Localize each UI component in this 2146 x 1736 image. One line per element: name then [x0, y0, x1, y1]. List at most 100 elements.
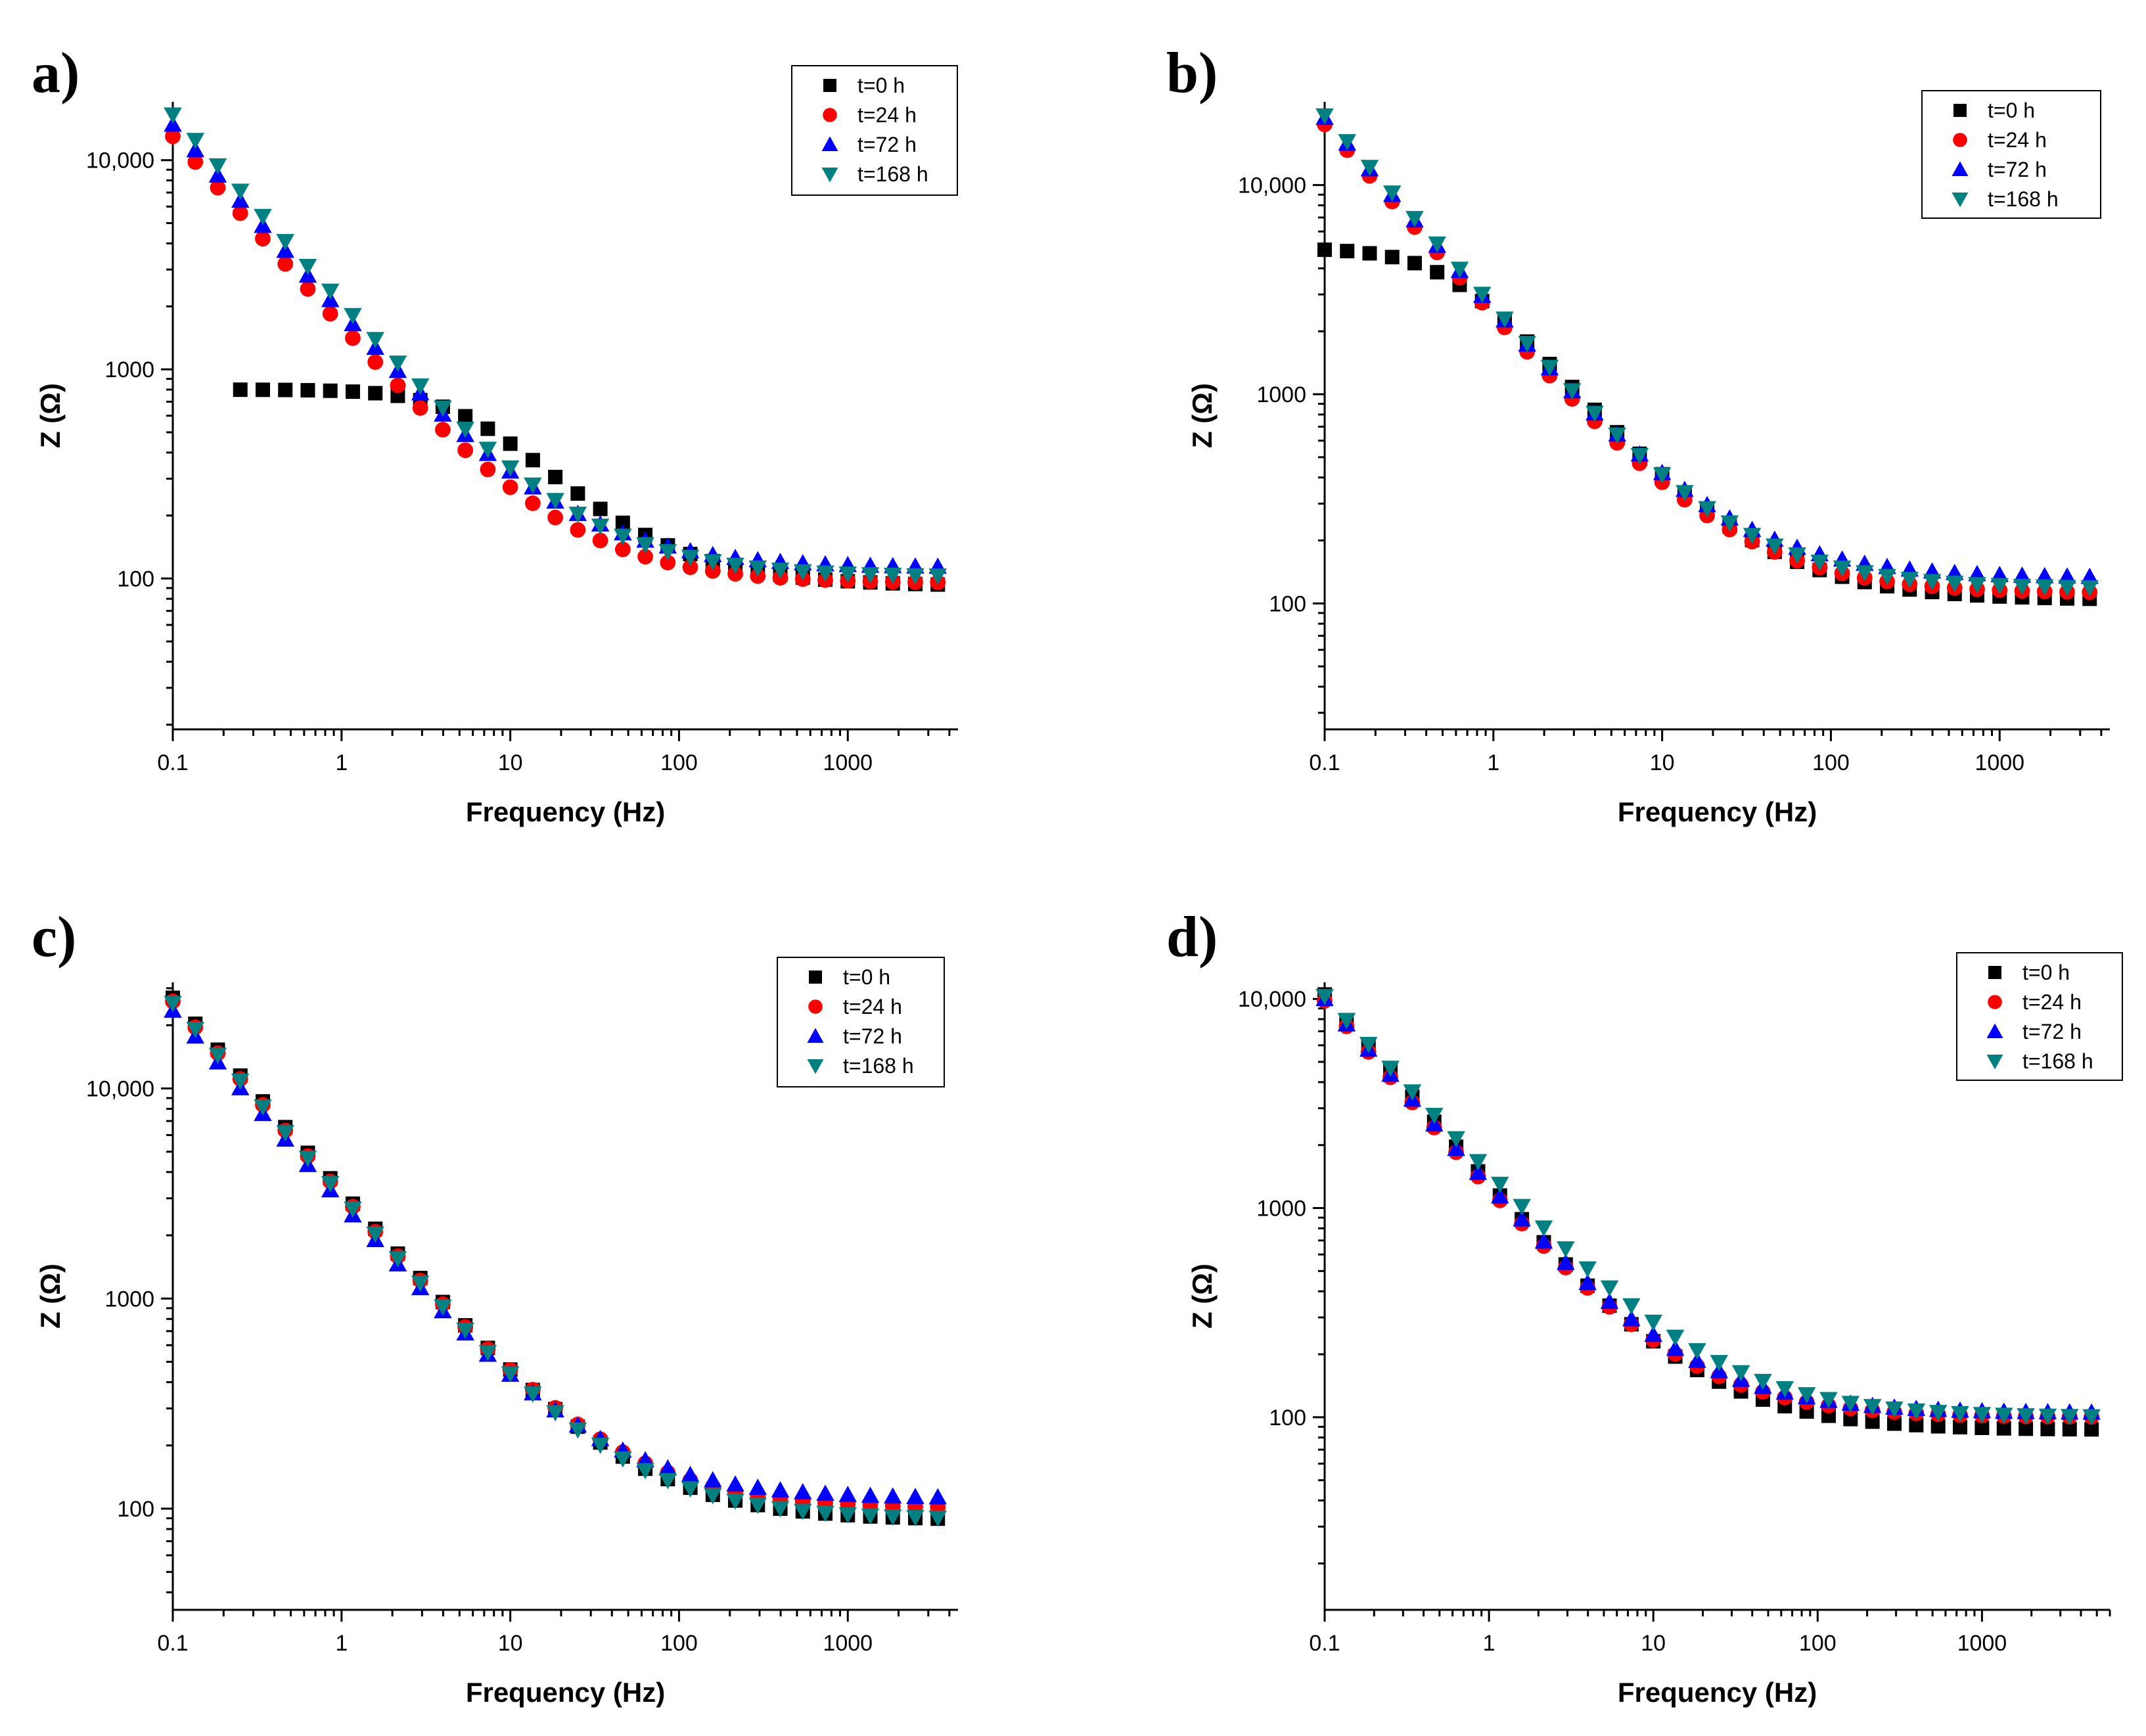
legend: t=0 h t=24 h t=72 h t=168 h	[1921, 90, 2101, 219]
y-axis-title: Z (Ω)	[1187, 383, 1218, 448]
data-point	[503, 436, 518, 451]
data-point	[1930, 1419, 1946, 1434]
y-tick-label: 100	[117, 566, 154, 591]
data-point	[1340, 244, 1355, 259]
data-point	[838, 566, 857, 583]
data-point	[660, 555, 676, 571]
data-point	[1968, 577, 1986, 594]
y-tick-label: 1000	[104, 357, 154, 382]
series-t-168-h	[1315, 108, 2099, 597]
data-point	[1315, 108, 1334, 125]
data-point	[1384, 250, 1400, 265]
data-point	[658, 1473, 677, 1490]
y-tick-label: 1000	[104, 1287, 154, 1312]
data-point	[388, 1251, 407, 1268]
data-point	[546, 1405, 564, 1422]
data-point	[883, 568, 902, 584]
data-point	[1923, 574, 1942, 591]
x-tick-label: 0.1	[1309, 1631, 1340, 1656]
data-point	[548, 470, 563, 485]
data-point	[1381, 1061, 1400, 1078]
data-point	[838, 1486, 857, 1502]
data-point	[1534, 1220, 1553, 1237]
legend-label: t=168 h	[1988, 187, 2059, 211]
data-point	[1644, 1325, 1662, 1342]
panel-letter: d)	[1166, 905, 1218, 969]
data-point	[1578, 1261, 1597, 1278]
data-point	[704, 563, 721, 579]
data-point	[501, 1366, 520, 1383]
data-point	[681, 1465, 700, 1482]
data-point	[636, 537, 654, 554]
y-axis-title: Z (Ω)	[1187, 1264, 1218, 1329]
data-point	[524, 477, 542, 494]
data-point	[637, 549, 653, 565]
data-point	[344, 308, 362, 325]
data-point	[816, 1505, 834, 1522]
data-point	[525, 453, 540, 468]
data-point	[478, 1344, 497, 1361]
data-point	[1975, 1421, 1990, 1436]
data-point	[704, 554, 722, 571]
data-point	[501, 460, 520, 477]
data-point	[928, 568, 947, 585]
data-point	[682, 559, 698, 576]
x-tick-label: 0.1	[157, 1631, 188, 1656]
data-point	[1407, 256, 1422, 271]
data-point	[1473, 286, 1492, 304]
legend-box	[1921, 90, 2101, 219]
x-tick-label: 100	[660, 750, 698, 775]
data-point	[1973, 1407, 1992, 1424]
data-point	[771, 562, 790, 579]
data-point	[1710, 1355, 1728, 1371]
data-point	[726, 1493, 744, 1510]
y-axis-title: Z (Ω)	[35, 1264, 66, 1329]
x-tick-label: 1	[1487, 750, 1499, 775]
data-point	[434, 400, 452, 417]
data-point	[456, 421, 474, 438]
data-point	[681, 549, 700, 566]
data-point	[1428, 236, 1446, 253]
x-tick-label: 0.1	[1309, 750, 1340, 775]
legend-label: t=72 h	[857, 133, 917, 156]
data-point	[615, 515, 630, 530]
data-point	[1990, 566, 2009, 582]
data-point	[255, 382, 270, 398]
legend-label: t=72 h	[1988, 158, 2047, 181]
data-point	[412, 400, 428, 416]
data-point	[816, 565, 834, 582]
data-point	[1951, 1405, 1969, 1423]
data-point	[1382, 185, 1402, 202]
x-axis-title: Frequency (Hz)	[466, 796, 665, 827]
data-point	[1900, 572, 1919, 589]
data-point	[1843, 1411, 1858, 1427]
data-point	[164, 995, 182, 1013]
legend-marker	[809, 971, 822, 984]
legend-label: t=168 h	[2022, 1049, 2093, 1073]
data-point	[1688, 1343, 1706, 1359]
data-point	[568, 1422, 587, 1439]
y-tick-label: 100	[117, 1497, 154, 1522]
x-tick-label: 10	[498, 1631, 523, 1656]
data-point	[1676, 485, 1694, 501]
x-tick-label: 10	[1641, 1631, 1666, 1656]
data-point	[186, 1022, 204, 1038]
data-point	[367, 354, 384, 370]
data-point	[1929, 1405, 1948, 1421]
data-point	[1403, 1084, 1422, 1101]
data-point	[1557, 1241, 1575, 1258]
data-point	[1586, 405, 1604, 423]
data-point	[1909, 1417, 1924, 1432]
panel-letter: a)	[32, 41, 80, 105]
data-point	[771, 1481, 790, 1497]
data-point	[231, 1073, 250, 1090]
data-point	[2013, 578, 2032, 595]
data-point	[1788, 547, 1806, 564]
data-point	[1600, 1292, 1619, 1310]
legend-label: t=24 h	[843, 995, 902, 1018]
data-point	[1405, 211, 1424, 227]
data-point	[614, 528, 632, 545]
data-point	[458, 409, 473, 424]
data-point	[1766, 538, 1784, 555]
